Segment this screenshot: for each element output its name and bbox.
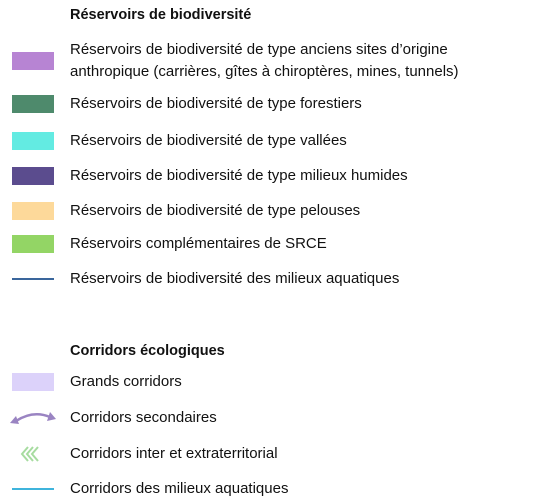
swatch	[12, 95, 54, 113]
section-title: Corridors écologiques	[70, 343, 225, 359]
legend-label: Réservoirs de biodiversité de type milie…	[70, 167, 408, 184]
swatches	[10, 52, 56, 490]
swatch	[12, 52, 54, 70]
legend-label: anthropique (carrières, gîtes à chiroptè…	[70, 63, 459, 80]
swatch	[12, 202, 54, 220]
legend-label: Réservoirs de biodiversité de type fores…	[70, 95, 362, 112]
legend-label: Réservoirs de biodiversité de type pelou…	[70, 202, 361, 219]
legend-label: Corridors secondaires	[70, 409, 217, 426]
legend-label: Corridors des milieux aquatiques	[70, 480, 289, 497]
swatch-arrow	[15, 413, 51, 423]
legend-label: Réservoirs de biodiversité de type ancie…	[70, 41, 448, 58]
legend-label: Corridors inter et extraterritorial	[70, 445, 278, 462]
legend-label: Réservoirs de biodiversité de type vallé…	[70, 132, 347, 149]
legend-label: Réservoirs complémentaires de SRCE	[70, 235, 327, 252]
legend-label: Grands corridors	[70, 373, 182, 390]
swatch-arrow-head	[10, 412, 56, 424]
swatch-chevrons	[20, 446, 39, 462]
legend-label: Réservoirs de biodiversité des milieux a…	[70, 270, 400, 287]
swatch	[12, 373, 54, 391]
swatch	[12, 167, 54, 185]
swatch	[12, 235, 54, 253]
section-title: Réservoirs de biodiversité	[70, 7, 252, 23]
swatch	[12, 132, 54, 150]
